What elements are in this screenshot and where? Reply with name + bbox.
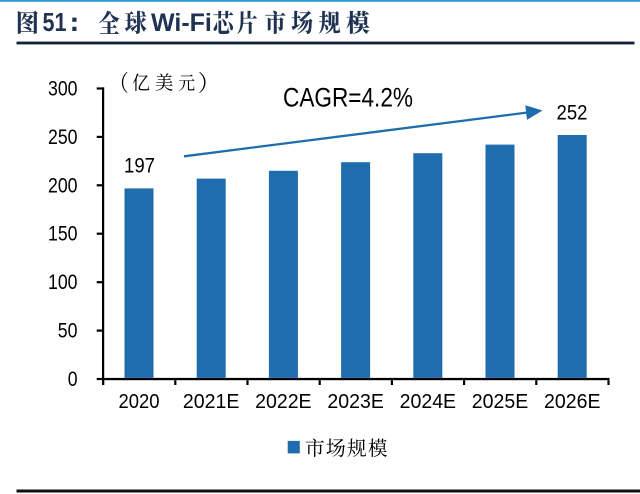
svg-text:252: 252 xyxy=(557,102,588,125)
svg-text:200: 200 xyxy=(48,174,78,197)
svg-text:2026E: 2026E xyxy=(544,391,601,413)
svg-text:Wi-Fi: Wi-Fi xyxy=(151,9,212,37)
svg-text:100: 100 xyxy=(48,271,78,294)
svg-text:CAGR=4.2%: CAGR=4.2% xyxy=(283,83,413,113)
svg-text:197: 197 xyxy=(124,155,155,178)
svg-text:51: 51 xyxy=(43,7,67,37)
svg-text:2025E: 2025E xyxy=(472,391,529,413)
svg-text:2023E: 2023E xyxy=(327,391,384,413)
svg-text:2024E: 2024E xyxy=(400,391,457,413)
svg-text:150: 150 xyxy=(48,223,78,246)
svg-text:50: 50 xyxy=(58,320,78,343)
svg-text:2022E: 2022E xyxy=(255,391,312,413)
svg-text:300: 300 xyxy=(48,78,78,101)
svg-text:2020: 2020 xyxy=(119,391,160,413)
svg-text:250: 250 xyxy=(48,126,78,149)
svg-text:2021E: 2021E xyxy=(183,391,240,413)
svg-text:0: 0 xyxy=(68,368,78,391)
